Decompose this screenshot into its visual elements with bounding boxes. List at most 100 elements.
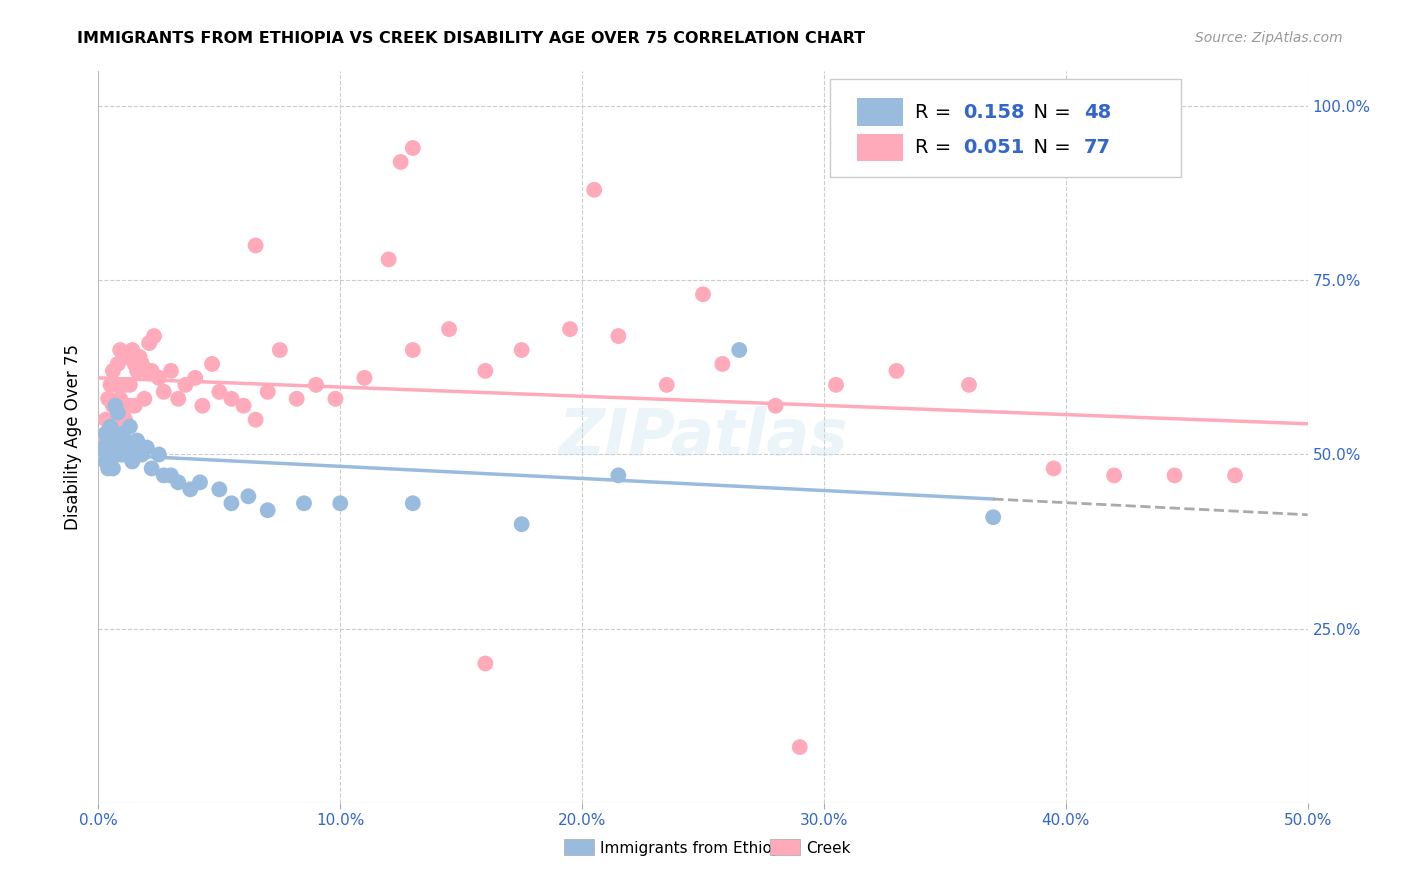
FancyBboxPatch shape (830, 78, 1181, 178)
Point (148, 371, 170, 385)
Point (108, 392, 131, 406)
Point (131, 357, 153, 371)
Point (1042, 461, 1064, 475)
Point (389, 155, 412, 169)
Bar (564, 839, 595, 855)
Point (160, 364, 183, 378)
Point (101, 399, 124, 413)
Point (1163, 468, 1185, 483)
Point (104, 448, 127, 462)
Point (256, 503, 278, 517)
Point (152, 384, 174, 399)
Point (325, 392, 347, 406)
Point (94, 454, 117, 468)
Point (789, 740, 811, 755)
Point (100, 419, 122, 434)
Point (111, 399, 134, 413)
Point (101, 364, 124, 378)
Point (107, 357, 129, 371)
Point (107, 406, 129, 420)
Point (114, 434, 136, 448)
Point (108, 434, 131, 448)
Point (167, 475, 190, 490)
Point (329, 496, 352, 510)
Point (100, 419, 122, 434)
Point (118, 377, 141, 392)
Point (221, 496, 243, 510)
Point (474, 657, 496, 671)
Point (104, 399, 127, 413)
Bar (769, 839, 800, 855)
Y-axis label: Disability Age Over 75: Disability Age Over 75 (65, 344, 83, 530)
Point (104, 426, 127, 441)
Text: 0.051: 0.051 (963, 138, 1025, 157)
Point (107, 434, 129, 448)
Point (167, 392, 190, 406)
Point (353, 371, 375, 385)
Point (94, 412, 117, 426)
Point (101, 441, 124, 455)
Point (402, 496, 425, 510)
Point (188, 475, 211, 490)
Point (101, 434, 124, 448)
Point (97, 448, 120, 462)
Text: N =: N = (1021, 138, 1077, 157)
Point (138, 336, 160, 351)
Point (179, 483, 201, 497)
Point (148, 448, 170, 462)
Point (208, 384, 231, 399)
Text: ZIPatlas: ZIPatlas (558, 406, 848, 468)
Point (510, 517, 533, 532)
Point (402, 343, 425, 357)
Point (474, 364, 496, 378)
Point (141, 364, 163, 378)
Point (221, 392, 243, 406)
Point (160, 468, 183, 483)
Point (118, 399, 141, 413)
Bar (856, 98, 903, 126)
Point (104, 377, 127, 392)
Point (124, 441, 146, 455)
Point (981, 510, 1004, 524)
Point (305, 377, 328, 392)
Point (285, 392, 308, 406)
Point (152, 468, 174, 483)
Text: Creek: Creek (806, 840, 851, 855)
Point (135, 441, 157, 455)
Point (232, 399, 254, 413)
Point (245, 412, 267, 426)
Point (108, 343, 131, 357)
Point (1223, 468, 1246, 483)
Point (711, 357, 734, 371)
Point (957, 377, 980, 392)
Point (117, 441, 139, 455)
Point (655, 377, 678, 392)
Point (100, 448, 122, 462)
Point (91, 441, 114, 455)
Point (100, 441, 122, 455)
Point (728, 343, 751, 357)
Point (1102, 468, 1125, 483)
Text: N =: N = (1021, 103, 1077, 122)
Point (97, 392, 120, 406)
Point (134, 392, 156, 406)
Text: R =: R = (915, 138, 957, 157)
Point (100, 377, 122, 392)
Point (97, 434, 120, 448)
Point (111, 419, 134, 434)
Point (201, 357, 224, 371)
Point (114, 377, 136, 392)
Point (377, 252, 399, 267)
Point (97, 434, 120, 448)
Point (143, 329, 166, 343)
Point (94, 426, 117, 441)
Text: 77: 77 (1084, 138, 1111, 157)
Point (111, 426, 134, 441)
Point (141, 461, 163, 475)
Point (127, 434, 149, 448)
Point (208, 483, 231, 497)
Point (292, 496, 315, 510)
Point (437, 322, 460, 336)
Point (127, 364, 149, 378)
Point (583, 183, 606, 197)
